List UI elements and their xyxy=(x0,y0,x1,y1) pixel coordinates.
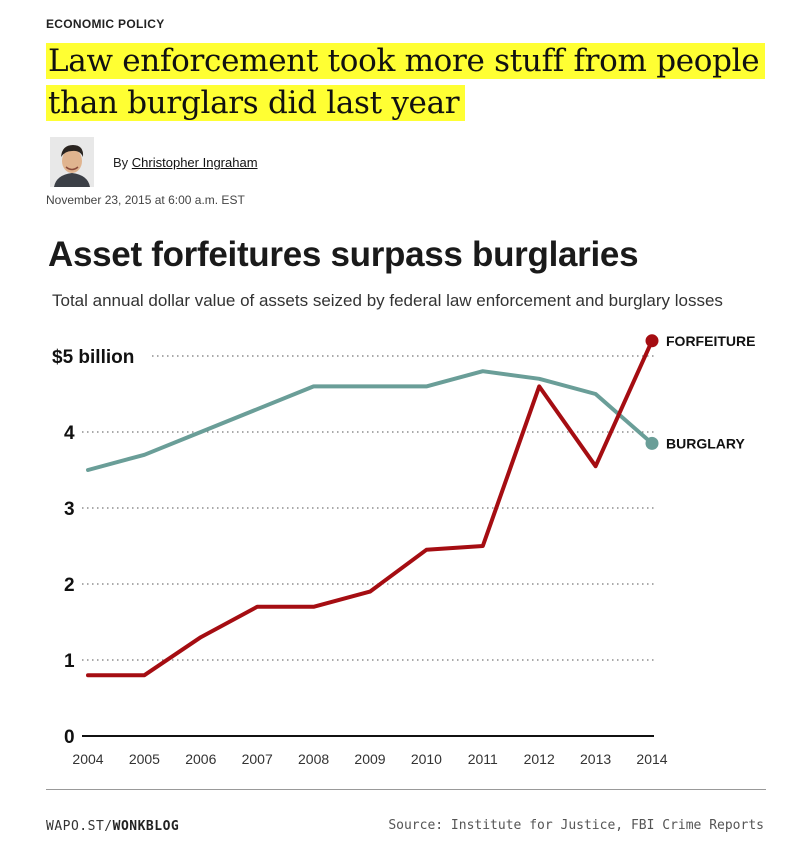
footer-brand-prefix: WAPO.ST/ xyxy=(46,819,113,834)
y-tick-label: 4 xyxy=(64,423,75,444)
x-tick-label: 2008 xyxy=(298,751,329,767)
x-tick-label: 2009 xyxy=(354,751,385,767)
footer-brand[interactable]: WAPO.ST/WONKBLOG xyxy=(46,819,179,834)
publish-date: November 23, 2015 at 6:00 a.m. EST xyxy=(46,193,245,207)
byline: By Christopher Ingraham xyxy=(113,155,258,170)
x-tick-label: 2005 xyxy=(129,751,160,767)
series-label-forfeiture: FORFEITURE xyxy=(666,333,755,349)
y-tick-label: 1 xyxy=(64,651,75,672)
author-avatar[interactable] xyxy=(50,137,94,187)
x-tick-label: 2013 xyxy=(580,751,611,767)
y-tick-label: 3 xyxy=(64,499,75,520)
x-tick-label: 2010 xyxy=(411,751,442,767)
author-link[interactable]: Christopher Ingraham xyxy=(131,155,258,170)
series-endpoint-burglary xyxy=(645,436,659,450)
article-headline: Law enforcement took more stuff from peo… xyxy=(46,40,786,124)
y-tick-label: 2 xyxy=(64,575,75,596)
y-tick-label: $5 billion xyxy=(52,347,134,368)
y-tick-label: 0 xyxy=(64,727,75,748)
x-tick-label: 2011 xyxy=(468,751,498,767)
series-endpoint-forfeiture xyxy=(645,334,659,348)
series-label-burglary: BURGLARY xyxy=(666,435,745,451)
footer-source: Source: Institute for Justice, FBI Crime… xyxy=(388,818,764,833)
series-line-forfeiture xyxy=(86,338,654,678)
chart-subtitle: Total annual dollar value of assets seiz… xyxy=(52,291,723,310)
footer-divider xyxy=(46,789,766,790)
headline-highlight-line1: Law enforcement took more stuff from peo… xyxy=(46,43,766,79)
series-line-burglary xyxy=(86,369,654,472)
section-kicker[interactable]: ECONOMIC POLICY xyxy=(46,17,165,31)
footer-brand-name: WONKBLOG xyxy=(112,819,180,834)
x-tick-label: 2012 xyxy=(524,751,555,767)
x-tick-label: 2006 xyxy=(185,751,216,767)
x-tick-label: 2004 xyxy=(72,751,103,767)
byline-prefix: By xyxy=(113,155,129,170)
chart-title: Asset forfeitures surpass burglaries xyxy=(48,235,639,274)
x-tick-label: 2007 xyxy=(242,751,273,767)
x-tick-label: 2014 xyxy=(636,751,667,767)
headline-highlight-line2: than burglars did last year xyxy=(46,85,466,121)
